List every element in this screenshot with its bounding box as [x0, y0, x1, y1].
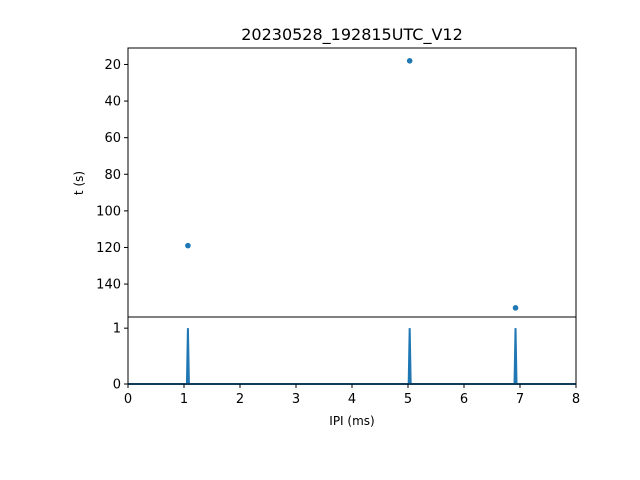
x-tick-label: 6 [460, 392, 468, 407]
x-tick-label: 2 [236, 392, 244, 407]
ipi-x-axis: 0 1 2 3 4 5 6 7 8 [124, 384, 580, 407]
ipi-plot-frame [127, 316, 577, 385]
y-tick-label: 20 [104, 58, 121, 73]
x-tick-label: 1 [180, 392, 188, 407]
ipi-marks [128, 328, 576, 385]
y-tick-label: 100 [96, 204, 121, 219]
y-tick-label: 60 [104, 131, 121, 146]
x-tick-label: 4 [348, 392, 356, 407]
scatter-y-axis: 20 40 60 80 100 120 140 [96, 58, 128, 293]
y-axis-label: t (s) [72, 171, 86, 195]
x-tick-label: 0 [124, 392, 132, 407]
y-tick-label: 0 [113, 378, 121, 393]
y-tick-label: 1 [113, 322, 121, 337]
ipi-y-axis: 01 [113, 322, 128, 393]
x-axis-label: IPI (ms) [329, 414, 374, 428]
scatter-point [185, 242, 191, 249]
x-tick-label: 7 [516, 392, 524, 407]
scatter-point [406, 58, 413, 64]
scatter-point [512, 305, 519, 311]
x-tick-label: 3 [292, 392, 300, 407]
chart-title: 20230528_192815UTC_V12 [241, 25, 463, 45]
y-tick-label: 80 [104, 168, 121, 183]
y-tick-label: 40 [104, 95, 121, 110]
y-tick-label: 120 [96, 241, 121, 256]
scatter-marks [185, 58, 519, 311]
ipi-series-line [128, 328, 576, 385]
x-tick-label: 8 [572, 392, 580, 407]
x-tick-label: 5 [404, 392, 412, 407]
y-tick-label: 140 [96, 278, 121, 293]
